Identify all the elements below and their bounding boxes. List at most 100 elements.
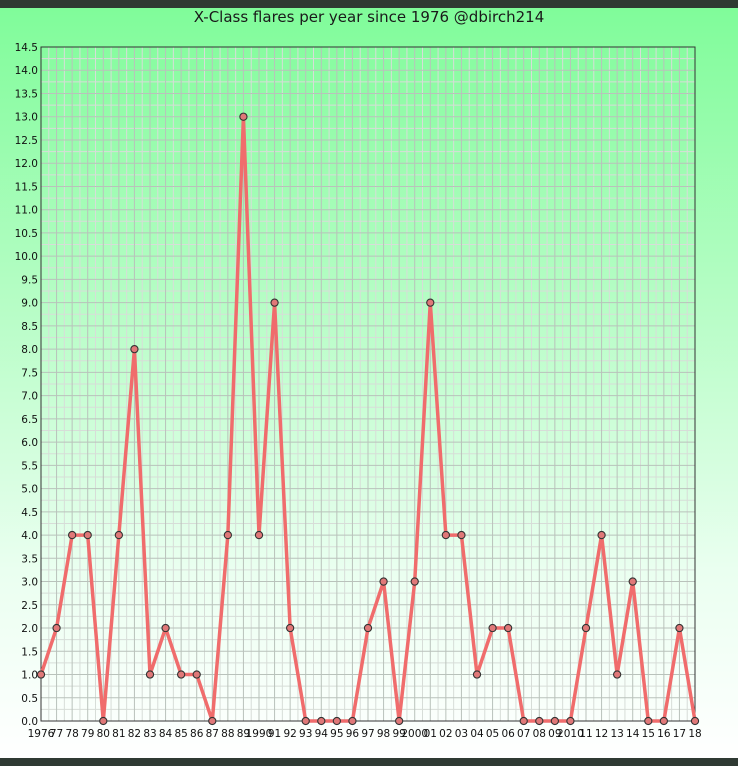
x-tick-label: 96 <box>346 728 360 740</box>
y-tick-label: 1.5 <box>21 646 38 658</box>
x-tick-label: 85 <box>174 728 187 740</box>
y-tick-label: 14.5 <box>15 42 38 54</box>
y-tick-label: 11.0 <box>15 205 38 217</box>
x-tick-label: 92 <box>283 728 296 740</box>
y-tick-label: 1.0 <box>21 670 38 682</box>
x-tick-label: 13 <box>610 728 623 740</box>
data-point <box>285 623 295 633</box>
y-tick-label: 12.0 <box>15 158 38 170</box>
x-tick-label: 2010 <box>557 728 584 740</box>
x-tick-label: 94 <box>315 728 329 740</box>
x-tick-label: 2000 <box>401 728 428 740</box>
data-point <box>363 623 373 633</box>
data-point <box>52 623 61 633</box>
x-tick-label: 1990 <box>246 728 273 740</box>
y-tick-label: 6.5 <box>21 414 38 426</box>
x-tick-label: 06 <box>501 728 515 740</box>
y-tick-label: 10.0 <box>15 251 38 263</box>
y-tick-label: 5.0 <box>21 484 38 496</box>
data-point <box>270 298 279 307</box>
y-tick-label: 2.5 <box>21 600 38 612</box>
y-tick-label: 14.0 <box>15 65 38 77</box>
chart-title: X-Class flares per year since 1976 @dbir… <box>193 8 545 26</box>
data-point <box>379 577 388 586</box>
data-point <box>130 344 139 354</box>
y-tick-label: 9.0 <box>21 298 38 310</box>
x-tick-label: 98 <box>377 728 390 740</box>
y-tick-label: 10.5 <box>15 228 38 240</box>
data-point <box>488 623 497 633</box>
x-tick-label: 95 <box>330 728 343 740</box>
data-point <box>675 623 684 633</box>
y-tick-label: 7.5 <box>21 367 38 379</box>
data-point <box>441 530 451 540</box>
y-tick-label: 6.0 <box>21 437 38 449</box>
data-point <box>161 623 170 633</box>
data-point <box>472 670 482 679</box>
y-tick-label: 9.5 <box>21 274 38 286</box>
data-point <box>301 716 310 726</box>
x-tick-label: 09 <box>548 728 561 740</box>
y-tick-label: 7.0 <box>21 391 38 403</box>
data-point <box>332 716 342 726</box>
data-point <box>208 716 217 726</box>
y-tick-label: 3.0 <box>21 577 38 589</box>
data-point <box>192 670 201 679</box>
x-tick-label: 87 <box>206 728 219 740</box>
y-tick-label: 0.5 <box>21 693 38 705</box>
x-tick-label: 16 <box>657 728 671 740</box>
data-point <box>612 670 622 679</box>
data-point <box>67 530 77 540</box>
y-tick-label: 3.5 <box>21 553 38 565</box>
x-tick-label: 02 <box>439 728 452 740</box>
data-point <box>317 716 326 726</box>
x-tick-label: 08 <box>533 728 546 740</box>
y-tick-label: 13.5 <box>15 88 38 100</box>
x-tick-label: 04 <box>470 728 484 740</box>
x-tick-label: 05 <box>486 728 499 740</box>
y-tick-label: 0.0 <box>21 716 38 728</box>
x-tick-label: 83 <box>143 728 156 740</box>
data-point <box>83 530 92 540</box>
data-point <box>659 716 669 726</box>
x-tick-label: 82 <box>128 728 141 740</box>
x-tick-label: 03 <box>455 728 468 740</box>
data-point <box>581 623 591 633</box>
data-point <box>410 577 419 586</box>
x-tick-label: 78 <box>65 728 78 740</box>
y-tick-label: 2.0 <box>21 623 38 635</box>
data-point <box>519 716 528 726</box>
data-point <box>348 716 357 726</box>
x-tick-label: 79 <box>81 728 94 740</box>
x-tick-label: 18 <box>688 728 701 740</box>
x-tick-label: 91 <box>268 728 281 740</box>
y-tick-label: 4.5 <box>21 507 38 519</box>
data-point <box>535 716 544 726</box>
x-tick-label: 97 <box>361 728 374 740</box>
data-point <box>457 530 466 540</box>
data-point <box>644 716 653 726</box>
y-tick-label: 5.5 <box>21 460 38 472</box>
x-tick-label: 14 <box>626 728 640 740</box>
data-point <box>36 670 46 679</box>
data-point <box>239 112 248 121</box>
x-tick-label: 89 <box>237 728 250 740</box>
plot-border <box>40 46 696 722</box>
x-tick-label: 99 <box>392 728 405 740</box>
x-tick-label: 86 <box>190 728 204 740</box>
y-tick-label: 8.0 <box>21 344 38 356</box>
chart-background <box>0 8 738 758</box>
x-tick-label: 15 <box>642 728 655 740</box>
data-point <box>566 716 575 726</box>
y-tick-label: 12.5 <box>15 135 38 147</box>
y-tick-label: 4.0 <box>21 530 38 542</box>
data-point <box>176 670 186 679</box>
x-tick-label: 88 <box>221 728 234 740</box>
data-point <box>503 623 513 633</box>
data-point <box>690 716 700 726</box>
data-point <box>99 716 108 726</box>
y-tick-label: 8.5 <box>21 321 38 333</box>
x-tick-label: 1976 <box>28 728 55 740</box>
